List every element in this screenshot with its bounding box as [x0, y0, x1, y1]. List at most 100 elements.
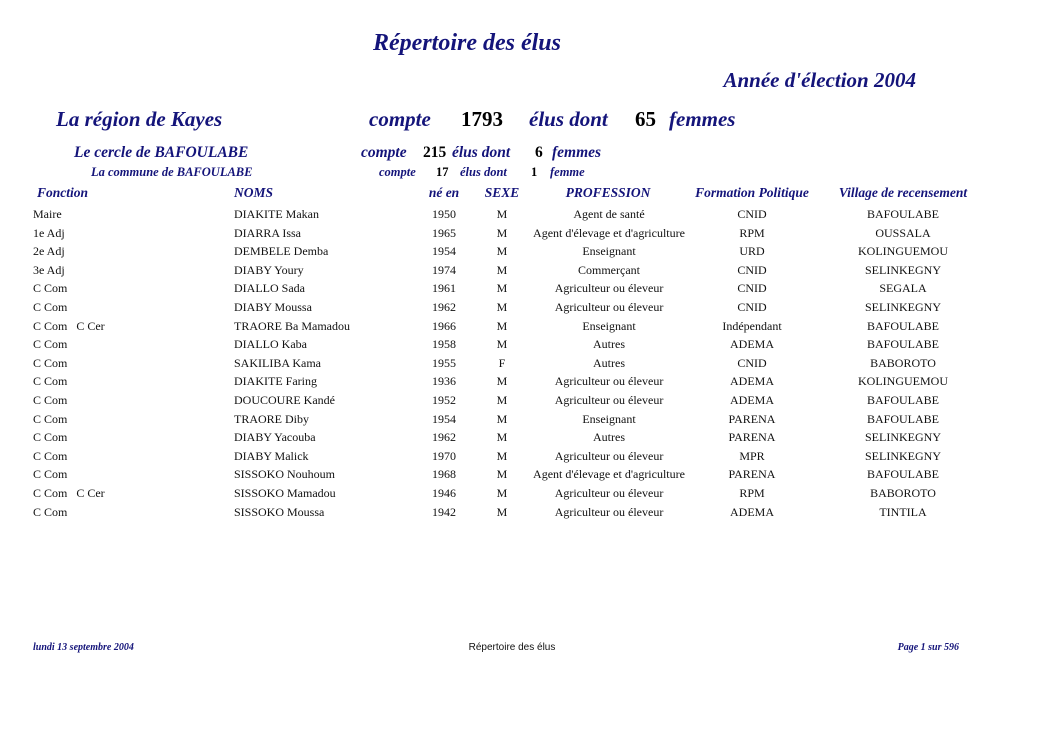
cell-village: SELINKEGNY	[865, 262, 941, 277]
cell-village: BAFOULABE	[866, 337, 940, 352]
page-title: Répertoire des élus	[373, 30, 561, 56]
cell-profession: Agriculteur ou éleveur	[554, 448, 664, 463]
cell-fonction: C Com	[33, 504, 68, 519]
cell-ne-en: 1966	[432, 318, 456, 333]
cell-formation-politique: PARENA	[728, 411, 776, 426]
cell-fonction: C Com	[33, 411, 68, 426]
cell-noms: DIARRA Issa	[234, 225, 302, 240]
cell-noms: SISSOKO Moussa	[234, 504, 325, 519]
cell-profession: Enseignant	[582, 318, 636, 333]
cell-formation-politique: PARENA	[728, 467, 776, 482]
cell-sexe: M	[496, 244, 508, 259]
cell-village: SEGALA	[879, 281, 927, 296]
cell-sexe: M	[496, 430, 508, 445]
cell-formation-politique: CNID	[737, 281, 767, 296]
cell-fonction: C Com C Cer	[33, 318, 105, 333]
cell-noms: DIALLO Kaba	[234, 337, 307, 352]
cell-profession: Autres	[593, 430, 625, 445]
commune-label: La commune de BAFOULABE	[91, 165, 253, 179]
cell-profession: Autres	[593, 337, 625, 352]
cell-profession: Agriculteur ou éleveur	[554, 486, 664, 500]
cell-profession: Agriculteur ou éleveur	[554, 281, 664, 296]
cell-noms: DIAKITE Faring	[234, 374, 317, 389]
cercle-label: Le cercle de BAFOULABE	[74, 144, 249, 161]
cell-profession: Agriculteur ou éleveur	[554, 300, 664, 314]
cell-sexe: M	[496, 300, 508, 314]
cell-formation-politique: ADEMA	[730, 337, 774, 352]
column-header-sexe: SEXE	[484, 185, 520, 200]
cercle-count: 215	[423, 144, 447, 161]
cell-noms: TRAORE Ba Mamadou	[234, 318, 350, 333]
cell-noms: DIABY Malick	[234, 448, 309, 463]
cell-formation-politique: URD	[739, 244, 765, 259]
cell-ne-en: 1962	[432, 430, 456, 445]
commune-count: 17	[436, 165, 449, 179]
cell-formation-politique: MPR	[739, 448, 765, 463]
cell-formation-politique: ADEMA	[730, 504, 774, 519]
cell-sexe: M	[496, 318, 508, 333]
cell-formation-politique: RPM	[739, 225, 765, 240]
region-label: La région de Kayes	[56, 107, 223, 131]
cell-noms: TRAORE Diby	[234, 411, 309, 426]
cell-formation-politique: CNID	[737, 262, 767, 277]
cell-fonction: C Com	[33, 337, 68, 352]
cell-fonction: C Com	[33, 467, 68, 482]
cercle-women-count: 6	[535, 144, 543, 161]
column-header-profession: PROFESSION	[565, 185, 651, 200]
cell-village: OUSSALA	[875, 225, 931, 240]
footer-page-number: Page 1 sur 596	[897, 642, 959, 653]
column-header-noms: NOMS	[234, 185, 274, 200]
cell-formation-politique: ADEMA	[730, 393, 774, 407]
cell-ne-en: 1946	[432, 486, 456, 500]
cercle-elus-dont: élus dont	[452, 144, 511, 161]
cell-fonction: 3e Adj	[33, 262, 65, 277]
commune-elus-dont: élus dont	[460, 165, 507, 179]
cell-noms: DIABY Yacouba	[234, 430, 316, 445]
cercle-femmes: femmes	[552, 144, 602, 161]
cell-profession: Agriculteur ou éleveur	[554, 393, 664, 407]
cell-sexe: M	[496, 262, 508, 277]
cell-ne-en: 1968	[432, 467, 456, 482]
cell-ne-en: 1961	[432, 281, 456, 296]
cell-noms: SAKILIBA Kama	[234, 355, 321, 370]
cell-ne-en: 1952	[432, 393, 456, 407]
cell-ne-en: 1936	[432, 374, 456, 389]
cell-village: KOLINGUEMOU	[858, 244, 948, 259]
footer-date: lundi 13 septembre 2004	[33, 642, 134, 653]
cell-fonction: C Com	[33, 300, 68, 314]
cell-village: KOLINGUEMOU	[858, 374, 948, 389]
cell-profession: Agent de santé	[573, 207, 645, 221]
cell-village: SELINKEGNY	[865, 430, 941, 445]
cercle-compte: compte	[361, 144, 407, 161]
cell-sexe: M	[496, 411, 508, 426]
cell-formation-politique: RPM	[739, 486, 765, 500]
cell-noms: DIAKITE Makan	[234, 207, 319, 221]
cell-sexe: F	[498, 355, 506, 370]
cell-noms: DOUCOURE Kandé	[234, 393, 335, 407]
cell-noms: DIABY Moussa	[234, 300, 312, 314]
cell-fonction: C Com	[33, 355, 68, 370]
commune-women-count: 1	[531, 165, 538, 179]
cell-village: TINTILA	[879, 504, 927, 519]
cell-formation-politique: PARENA	[728, 430, 776, 445]
cell-fonction: C Com	[33, 374, 68, 389]
cell-village: BAFOULABE	[866, 393, 940, 407]
cell-fonction: C Com C Cer	[33, 486, 105, 500]
region-compte: compte	[369, 107, 431, 131]
cell-sexe: M	[496, 337, 508, 352]
column-header-village: Village de recensement	[838, 185, 968, 200]
cell-village: BAFOULABE	[866, 207, 940, 221]
region-femmes: femmes	[669, 107, 736, 131]
cell-profession: Agent d'élevage et d'agriculture	[533, 225, 685, 240]
cell-fonction: Maire	[33, 207, 62, 221]
cell-profession: Agriculteur ou éleveur	[554, 504, 664, 519]
cell-sexe: M	[496, 374, 508, 389]
cell-ne-en: 1970	[432, 448, 456, 463]
cell-profession: Agent d'élevage et d'agriculture	[533, 467, 685, 482]
cell-sexe: M	[496, 486, 508, 500]
cell-fonction: C Com	[33, 281, 68, 296]
cell-village: BAFOULABE	[866, 318, 940, 333]
column-header-fonction: Fonction	[37, 185, 89, 200]
cell-sexe: M	[496, 393, 508, 407]
cell-fonction: C Com	[33, 393, 68, 407]
